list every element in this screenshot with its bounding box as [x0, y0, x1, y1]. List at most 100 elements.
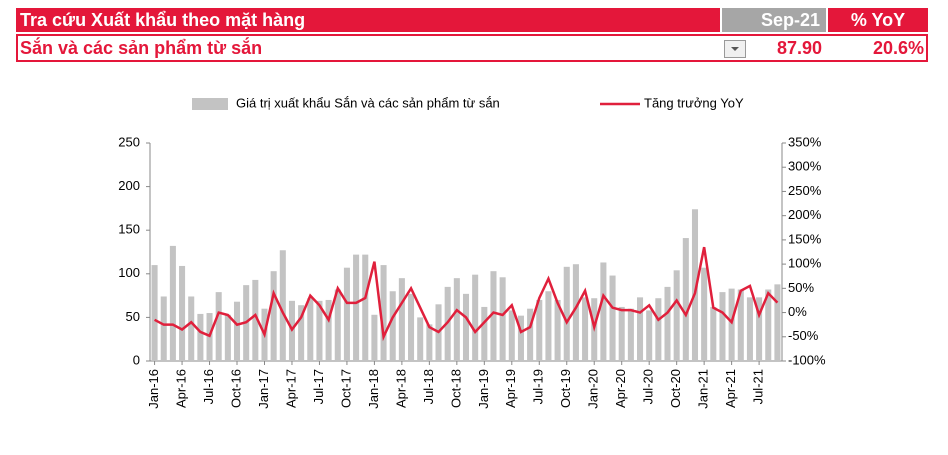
bar — [490, 271, 497, 361]
bar — [334, 289, 341, 361]
bar — [582, 297, 589, 361]
bar — [646, 310, 653, 361]
x-tick-label: Apr-21 — [723, 369, 738, 408]
bar — [233, 301, 241, 361]
bar — [719, 292, 726, 361]
x-tick-label: Oct-18 — [448, 369, 463, 408]
bar — [316, 300, 323, 361]
bar — [774, 284, 781, 361]
x-tick-label: Oct-20 — [668, 369, 683, 408]
bar — [691, 209, 699, 361]
bar — [600, 262, 607, 361]
y2-tick-label: -100% — [788, 352, 826, 367]
header-metric: % YoY — [828, 8, 928, 32]
bar — [618, 306, 625, 361]
chart: 0 50 100 150 200 250 -100% -50% 0% 50% 100% 150% 200… — [118, 95, 826, 409]
bar — [453, 278, 460, 361]
bar — [563, 266, 570, 361]
y2-tick-label: 50% — [788, 280, 814, 295]
y-tick-label: 100 — [118, 265, 140, 280]
bar — [380, 265, 387, 361]
x-tick-label: Jul-18 — [421, 369, 436, 404]
bar — [389, 291, 396, 361]
bar — [417, 317, 424, 361]
header-period: Sep-21 — [722, 8, 826, 32]
bar — [756, 297, 763, 361]
line — [153, 246, 779, 342]
bar — [508, 310, 515, 361]
bar — [325, 299, 332, 361]
bar — [426, 324, 433, 361]
bar — [627, 308, 634, 361]
x-tick-label: Jul-17 — [311, 369, 326, 404]
x-tick-label: Jan-16 — [146, 369, 161, 409]
bar — [765, 289, 772, 361]
x-tick-label: Oct-19 — [558, 369, 573, 408]
y-tick-label: 200 — [118, 178, 140, 193]
x-tick-label: Apr-19 — [503, 369, 518, 408]
bar — [215, 292, 222, 361]
y2-tick-label: -50% — [788, 328, 819, 343]
bar — [169, 245, 176, 361]
x-tick-label: Jul-19 — [531, 369, 546, 404]
y2-tick-label: 100% — [788, 256, 822, 271]
bar — [481, 306, 488, 361]
x-tick-label: Jul-20 — [641, 369, 656, 404]
bar — [527, 308, 534, 361]
y-tick-label: 150 — [118, 222, 140, 237]
y2-tick-label: 150% — [788, 231, 822, 246]
y-tick-label: 50 — [126, 309, 140, 324]
x-tick-label: Oct-16 — [228, 369, 243, 408]
bar — [536, 299, 543, 361]
bar — [188, 296, 195, 361]
x-tick-label: Oct-17 — [338, 369, 353, 408]
dropdown[interactable] — [724, 40, 746, 58]
x-tick-label: Apr-17 — [283, 369, 298, 408]
bar — [353, 254, 360, 361]
bar — [554, 299, 561, 361]
x-tick-label: Jan-20 — [586, 369, 601, 409]
x-tick-label: Jan-19 — [476, 369, 491, 409]
x-tick-label: Jan-17 — [256, 369, 271, 409]
x-tick-label: Apr-18 — [393, 369, 408, 408]
x-tick-label: Jan-18 — [366, 369, 381, 409]
x-tick-label: Jul-16 — [201, 369, 216, 404]
bar — [408, 293, 415, 361]
legend-label: Giá trị xuất khẩu Sắn và các sản phẩm từ… — [236, 95, 500, 110]
legend-swatch — [192, 98, 228, 110]
y2-tick-label: 250% — [788, 183, 822, 198]
x-tick-label: Jan-21 — [696, 369, 711, 409]
bar — [398, 278, 405, 361]
bar — [151, 265, 158, 361]
bar — [728, 288, 735, 361]
bar — [655, 298, 662, 361]
y2-tick-label: 0% — [788, 304, 807, 319]
bar — [298, 305, 305, 361]
row-box — [16, 34, 928, 62]
item-name: Sắn và các sản phẩm từ sắn — [20, 38, 263, 58]
legend-label: Tăng trưởng YoY — [644, 95, 744, 110]
item-yoy: 20.6% — [872, 38, 924, 58]
bar — [343, 267, 350, 361]
bar — [252, 279, 259, 361]
header-title: Tra cứu Xuất khẩu theo mặt hàng — [16, 8, 720, 32]
bar — [517, 315, 524, 361]
bar — [371, 314, 378, 361]
bar — [737, 289, 744, 361]
bar — [710, 306, 717, 361]
y2-tick-label: 200% — [788, 207, 822, 222]
y-tick-label: 0 — [133, 352, 140, 367]
bar — [472, 274, 479, 361]
x-tick-label: Jul-21 — [751, 369, 766, 404]
bar — [462, 293, 470, 361]
y2-tick-label: 300% — [788, 159, 822, 174]
x-tick-label: Apr-20 — [613, 369, 628, 408]
bar — [637, 297, 644, 361]
bar — [664, 286, 671, 361]
bar — [179, 265, 186, 361]
bar — [673, 270, 680, 361]
bar — [545, 291, 552, 361]
x-tick-label: Apr-16 — [173, 369, 188, 408]
bar — [609, 275, 616, 361]
